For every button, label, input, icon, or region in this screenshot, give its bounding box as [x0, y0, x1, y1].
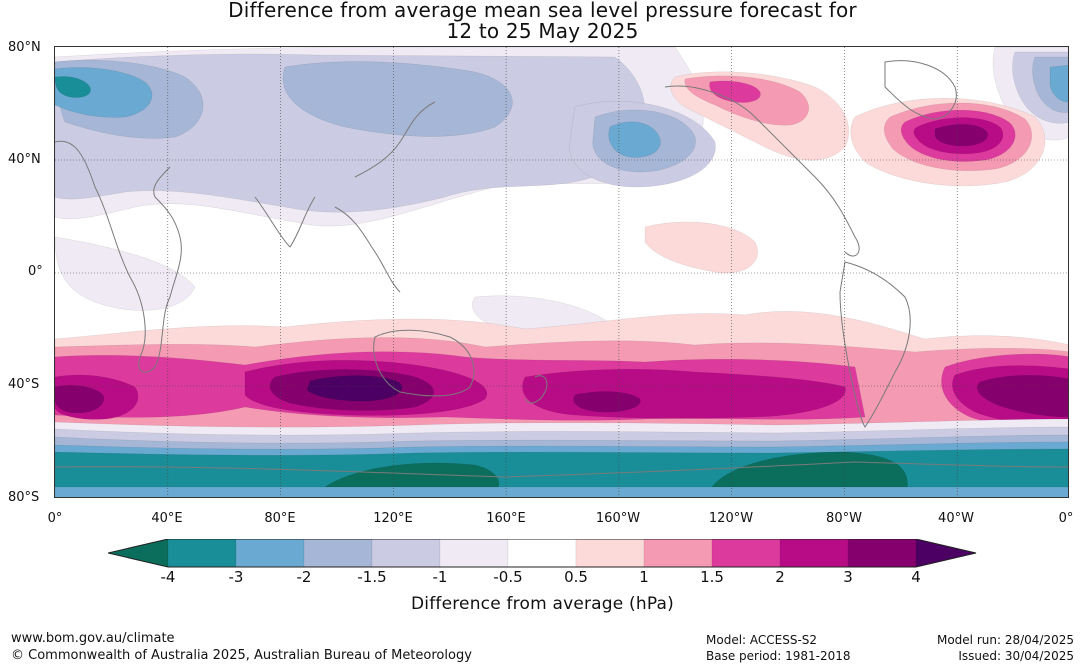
- lon-label-80e: 80°E: [264, 511, 296, 526]
- lat-label-80n: 80°N: [8, 40, 41, 55]
- colorbar-tick: 3: [843, 568, 853, 586]
- contour-n3-eurasia: [55, 76, 91, 98]
- footer-base-period: Base period: 1981-2018: [706, 649, 851, 663]
- lat-label-80s: 80°S: [8, 490, 40, 505]
- contour-p3-pac: [573, 391, 641, 413]
- contour-p3-natl: [934, 124, 989, 147]
- coast-east-asia: [354, 101, 436, 178]
- colorbar-segment-n3-n2: [235, 539, 305, 568]
- colorbar-tick: 1: [639, 568, 649, 586]
- lon-label-120w: 120°W: [708, 511, 754, 526]
- colorbar-tick: -2: [296, 568, 312, 586]
- colorbar-segment-p15-p2: [711, 539, 781, 568]
- contour-n15-siberia: [283, 61, 513, 137]
- coast-south-america: [839, 261, 911, 428]
- coast-india: [254, 196, 316, 248]
- contour-n4-wantarctica: [705, 451, 908, 497]
- footer-issued: Issued: 30/04/2025: [958, 649, 1074, 663]
- colorbar-tick: 1.5: [700, 568, 724, 586]
- title-line-1: Difference from average mean sea level p…: [228, 0, 857, 22]
- colorbar-segment-below-n4: [108, 539, 169, 568]
- contour-n2-bottom: [55, 486, 1068, 497]
- coast-europe-africa: [55, 140, 182, 373]
- lon-label-160w: 160°W: [595, 511, 641, 526]
- coast-australia: [373, 329, 475, 397]
- footer-website[interactable]: www.bom.gov.au/climate: [11, 631, 175, 646]
- colorbar-segment-n4-n3: [167, 539, 237, 568]
- colorbar-segment-p3-p4: [847, 539, 917, 568]
- contour-n05-tropics-a: [55, 236, 196, 311]
- colorbar: [108, 539, 977, 568]
- colorbar-tick: 0.5: [564, 568, 588, 586]
- colorbar-outline: [108, 539, 977, 568]
- colorbar-segment-n1-n05: [439, 539, 509, 568]
- lon-label-40w: 40°W: [938, 511, 974, 526]
- colorbar-segment-n15-n1: [371, 539, 441, 568]
- lat-label-40n: 40°N: [8, 152, 41, 167]
- lon-label-40e: 40°E: [151, 511, 183, 526]
- coast-se-asia: [334, 206, 401, 293]
- pressure-anomaly-map: [54, 46, 1069, 498]
- footer-copyright: © Commonwealth of Australia 2025, Austra…: [11, 648, 472, 663]
- colorbar-tick: 4: [911, 568, 921, 586]
- colorbar-title: Difference from average (hPa): [410, 594, 674, 614]
- contour-p05-epac: [644, 221, 758, 274]
- contour-n2-atlantic: [1049, 64, 1068, 103]
- map-canvas: [55, 47, 1068, 497]
- lon-label-0-left: 0°: [47, 511, 63, 526]
- colorbar-tick: -3: [228, 568, 244, 586]
- colorbar-segment-n05-p05: [507, 539, 577, 568]
- colorbar-segment-above-p4: [915, 539, 977, 568]
- contour-p3-satl: [977, 375, 1068, 418]
- colorbar-tick: -4: [160, 568, 176, 586]
- coast-greenland: [884, 60, 957, 120]
- lon-label-160e: 160°E: [486, 511, 526, 526]
- colorbar-tick: -1: [432, 568, 448, 586]
- colorbar-segment-p1-p15: [643, 539, 713, 568]
- colorbar-segment-n2-n15: [303, 539, 373, 568]
- colorbar-tick: 2: [775, 568, 785, 586]
- coast-antarctica: [55, 461, 1068, 478]
- contour-n2-pacific: [608, 121, 661, 158]
- lat-label-equator: 0°: [28, 264, 43, 279]
- contour-p3-sio: [55, 385, 104, 414]
- contour-p15-na: [709, 80, 761, 103]
- contour-p4-aus: [306, 375, 402, 402]
- footer-model-run: Model run: 28/04/2025: [936, 633, 1074, 647]
- map-title: Difference from average mean sea level p…: [0, 0, 1085, 42]
- lon-label-0-right: 0°: [1058, 511, 1074, 526]
- colorbar-segment-p05-p1: [575, 539, 645, 568]
- lon-label-120e: 120°E: [373, 511, 413, 526]
- colorbar-tick: -0.5: [493, 568, 523, 586]
- lon-label-80w: 80°W: [826, 511, 862, 526]
- graticule: [55, 47, 1068, 497]
- coast-new-zealand: [524, 375, 548, 404]
- footer-model: Model: ACCESS-S2: [706, 633, 818, 647]
- title-line-2: 12 to 25 May 2025: [446, 19, 639, 43]
- colorbar-tick: -1.5: [357, 568, 387, 586]
- coastlines: [55, 60, 1068, 478]
- coast-north-america: [664, 85, 860, 257]
- colorbar-segment-p2-p3: [779, 539, 849, 568]
- lat-label-40s: 40°S: [8, 377, 40, 392]
